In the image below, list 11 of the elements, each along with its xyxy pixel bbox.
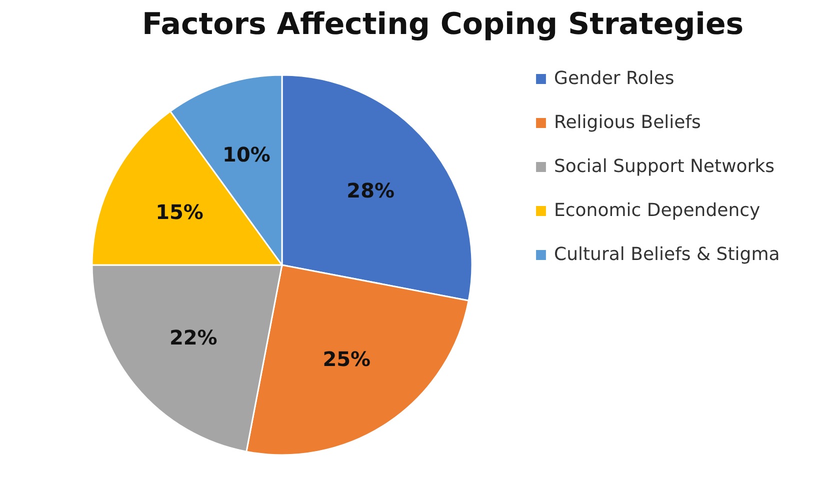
legend-label: Gender Roles bbox=[554, 68, 674, 89]
legend-label: Religious Beliefs bbox=[554, 112, 701, 133]
data-label: 22% bbox=[169, 325, 218, 350]
data-label: 28% bbox=[346, 178, 395, 203]
chart-title: Factors Affecting Coping Strategies bbox=[142, 7, 744, 42]
data-label: 10% bbox=[222, 142, 270, 167]
data-label: 15% bbox=[156, 200, 204, 224]
legend-label: Social Support Networks bbox=[554, 156, 774, 177]
legend-label: Economic Dependency bbox=[554, 200, 761, 221]
data-label: 25% bbox=[322, 347, 371, 372]
legend-label: Cultural Beliefs & Stigma bbox=[554, 244, 780, 265]
